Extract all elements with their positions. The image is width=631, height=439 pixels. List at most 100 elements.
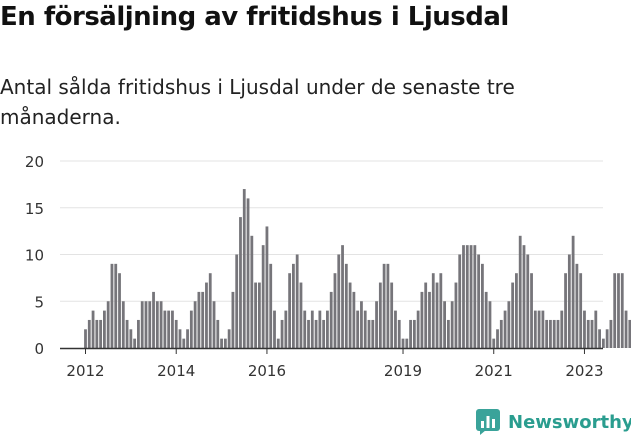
bar <box>144 301 148 348</box>
bar <box>575 263 579 348</box>
bar <box>530 273 533 348</box>
bar <box>598 329 601 348</box>
bar <box>545 319 549 348</box>
bar <box>601 338 605 348</box>
bar <box>114 263 118 348</box>
bar <box>186 329 189 348</box>
bar <box>352 291 356 348</box>
bar <box>363 310 367 348</box>
bar <box>246 198 250 348</box>
bar <box>87 319 91 348</box>
bar <box>378 282 382 348</box>
bar <box>371 319 375 348</box>
bar <box>174 319 178 348</box>
bar <box>439 273 443 348</box>
bar <box>140 301 144 348</box>
bar <box>329 291 333 348</box>
bar <box>322 319 326 348</box>
bar <box>412 319 416 348</box>
chart-subtitle: Antal sålda fritidshus i Ljusdal under d… <box>0 75 515 129</box>
bar <box>556 319 560 348</box>
bar <box>155 301 159 348</box>
bar <box>299 282 303 348</box>
bar <box>541 310 545 348</box>
bar <box>624 310 628 348</box>
bar <box>435 282 439 348</box>
bar <box>571 235 575 348</box>
bar <box>405 338 409 348</box>
x-tick-label: 2021 <box>475 362 513 380</box>
bar <box>197 291 201 348</box>
x-tick-label: 2023 <box>565 362 603 380</box>
x-tick-label: 2019 <box>384 362 422 380</box>
bar <box>386 263 390 348</box>
bar <box>522 245 526 348</box>
bar <box>492 338 496 348</box>
bar <box>129 329 133 348</box>
bar <box>337 254 341 348</box>
bar <box>549 319 552 348</box>
bar <box>579 273 583 348</box>
bar <box>84 329 87 348</box>
bar <box>360 301 363 348</box>
bar <box>477 254 481 348</box>
bar <box>148 301 152 348</box>
bar <box>163 310 167 348</box>
bar <box>118 273 121 348</box>
bar <box>103 310 106 348</box>
bar <box>590 319 594 348</box>
y-tick-label: 0 <box>34 340 44 358</box>
bar <box>265 226 269 348</box>
bar <box>605 329 609 348</box>
bar <box>390 282 394 348</box>
bar <box>314 319 318 348</box>
y-tick-label: 20 <box>25 153 44 171</box>
bar <box>446 319 450 348</box>
bar <box>235 254 239 348</box>
bar <box>231 291 235 348</box>
x-tick-label: 2016 <box>248 362 286 380</box>
bar <box>295 254 299 348</box>
bar <box>469 245 473 348</box>
bar <box>431 273 435 348</box>
bar <box>250 235 254 348</box>
bar <box>617 273 620 348</box>
bar <box>344 263 348 348</box>
newsworthy-logo[interactable]: Newsworthy <box>476 407 631 437</box>
bar <box>454 282 458 348</box>
bar <box>609 319 613 348</box>
x-tick-label: 2014 <box>157 362 195 380</box>
bar <box>318 310 322 348</box>
bar <box>594 310 598 348</box>
chart-title: En försäljning av fritidshus i Ljusdal <box>0 2 509 32</box>
bar <box>208 273 212 348</box>
bar <box>348 282 352 348</box>
bar <box>152 291 155 348</box>
bar <box>91 310 95 348</box>
x-tick-label: 2012 <box>66 362 104 380</box>
y-tick-labels: 0 5 10 15 20 <box>25 153 44 358</box>
bar <box>326 310 329 348</box>
bar <box>537 310 541 348</box>
bar <box>216 319 220 348</box>
bar <box>137 319 140 348</box>
bar <box>261 245 265 348</box>
bar <box>133 338 137 348</box>
bar <box>288 273 292 348</box>
bar <box>193 301 197 348</box>
bar <box>182 338 186 348</box>
bar-chart-chat-icon <box>476 409 500 435</box>
bar <box>416 310 420 348</box>
y-tick-label: 5 <box>34 293 44 311</box>
bar <box>95 319 99 348</box>
bar <box>125 319 129 348</box>
bar <box>254 282 257 348</box>
bar <box>428 291 431 348</box>
bar <box>420 291 424 348</box>
bar <box>292 263 295 348</box>
bar <box>567 254 571 348</box>
bar <box>473 245 477 348</box>
bar <box>205 282 208 348</box>
bar <box>583 310 586 348</box>
bar <box>564 273 567 348</box>
